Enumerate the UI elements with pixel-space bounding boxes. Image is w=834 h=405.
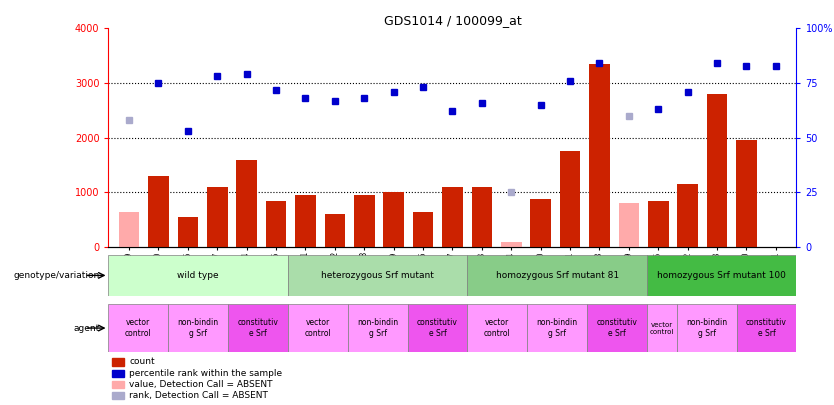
Bar (108, 255, 288, 296)
Bar (467, 304, 527, 352)
Bar (207, 187, 228, 247)
Bar (527, 304, 587, 352)
Text: count: count (129, 358, 154, 367)
Bar (413, 211, 434, 247)
Bar (471, 187, 492, 247)
Text: rank, Detection Call = ABSENT: rank, Detection Call = ABSENT (129, 391, 268, 400)
Bar (736, 141, 756, 247)
Bar (589, 64, 610, 247)
Bar (112, 358, 124, 366)
Bar (647, 304, 677, 352)
Bar (442, 187, 463, 247)
Bar (112, 392, 124, 399)
Bar (228, 304, 288, 352)
Bar (236, 160, 257, 247)
Bar (587, 304, 647, 352)
Bar (168, 304, 228, 352)
Text: vector
control: vector control (484, 318, 510, 338)
Text: percentile rank within the sample: percentile rank within the sample (129, 369, 282, 377)
Bar (108, 304, 168, 352)
Text: vector
control: vector control (304, 318, 331, 338)
Text: homozygous Srf mutant 81: homozygous Srf mutant 81 (495, 271, 619, 280)
Bar (118, 211, 139, 247)
Bar (295, 195, 316, 247)
Bar (677, 184, 698, 247)
Bar (467, 255, 647, 296)
Text: constitutiv
e Srf: constitutiv e Srf (238, 318, 279, 338)
Bar (384, 192, 404, 247)
Bar (619, 203, 639, 247)
Text: heterozygous Srf mutant: heterozygous Srf mutant (321, 271, 434, 280)
Text: non-bindin
g Srf: non-bindin g Srf (536, 318, 578, 338)
Text: agent: agent (74, 324, 100, 333)
Bar (647, 255, 796, 296)
Title: GDS1014 / 100099_at: GDS1014 / 100099_at (384, 14, 521, 27)
Bar (266, 200, 286, 247)
Bar (354, 195, 374, 247)
Bar (677, 304, 736, 352)
Bar (178, 217, 198, 247)
Bar (408, 304, 467, 352)
Text: constitutiv
e Srf: constitutiv e Srf (596, 318, 637, 338)
Bar (112, 381, 124, 388)
Bar (736, 304, 796, 352)
Text: constitutiv
e Srf: constitutiv e Srf (746, 318, 787, 338)
Text: non-bindin
g Srf: non-bindin g Srf (357, 318, 398, 338)
Bar (348, 304, 408, 352)
Bar (288, 255, 467, 296)
Bar (112, 369, 124, 377)
Text: wild type: wild type (178, 271, 219, 280)
Bar (288, 304, 348, 352)
Text: value, Detection Call = ABSENT: value, Detection Call = ABSENT (129, 380, 273, 389)
Text: non-bindin
g Srf: non-bindin g Srf (178, 318, 219, 338)
Bar (648, 200, 669, 247)
Bar (148, 176, 168, 247)
Bar (501, 242, 521, 247)
Text: vector
control: vector control (125, 318, 152, 338)
Bar (706, 94, 727, 247)
Text: non-bindin
g Srf: non-bindin g Srf (686, 318, 727, 338)
Bar (530, 199, 551, 247)
Text: constitutiv
e Srf: constitutiv e Srf (417, 318, 458, 338)
Text: vector
control: vector control (650, 322, 674, 335)
Text: genotype/variation: genotype/variation (14, 271, 100, 280)
Bar (324, 214, 345, 247)
Bar (560, 151, 580, 247)
Text: homozygous Srf mutant 100: homozygous Srf mutant 100 (657, 271, 786, 280)
